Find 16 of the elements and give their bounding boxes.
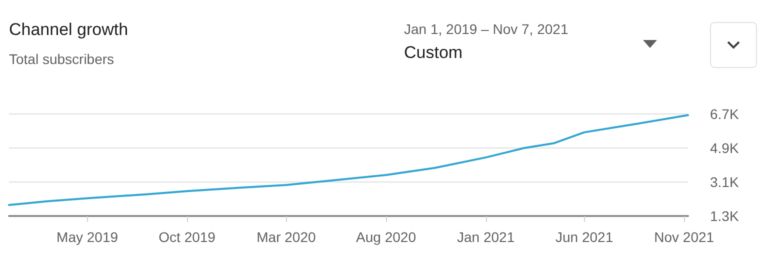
chart-title: Channel growth [9, 20, 128, 40]
text: Jan 1, 2019 – Nov 7, 2021 [404, 21, 568, 37]
text: Custom [404, 43, 463, 63]
y-tick-label: 6.7K [710, 106, 740, 122]
x-tick-label: May 2019 [56, 229, 118, 245]
x-tick-label: Jan 2021 [456, 229, 515, 245]
y-tick-label: 3.1K [710, 174, 740, 190]
chart-subtitle: Total subscribers [9, 51, 114, 67]
x-tick-label: Oct 2019 [158, 229, 216, 245]
line-series [8, 114, 689, 206]
y-tick-label: 4.9K [710, 140, 740, 156]
x-tick-label: Jun 2021 [555, 229, 614, 245]
x-tick-label: Nov 2021 [654, 229, 714, 245]
x-tick-label: Aug 2020 [356, 229, 416, 245]
y-tick-label: 1.3K [710, 208, 740, 224]
x-tick-label: Mar 2020 [256, 229, 316, 245]
